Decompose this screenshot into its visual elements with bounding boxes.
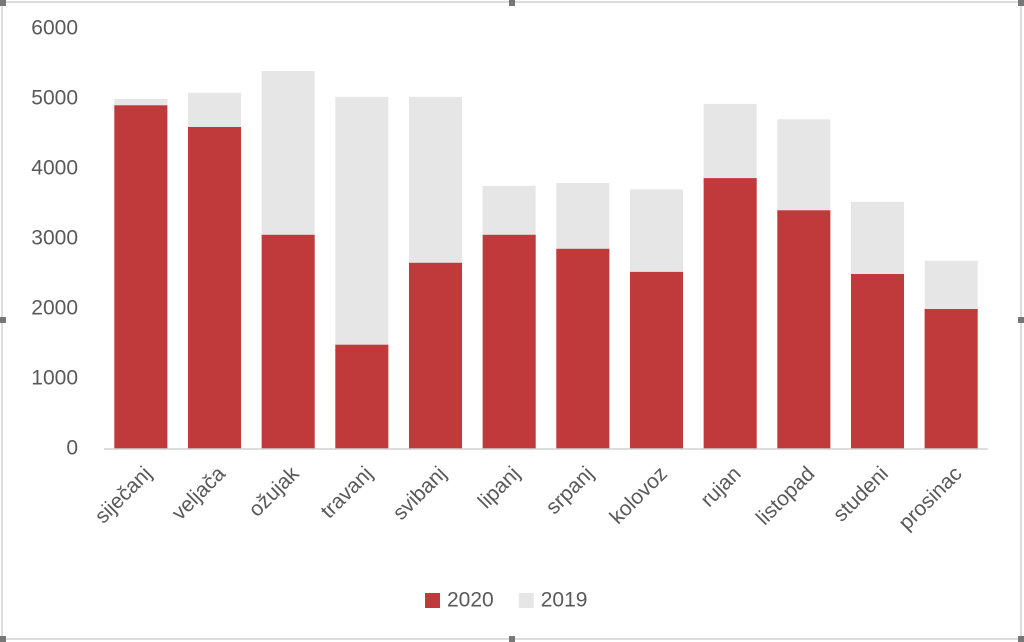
- frame-handle: [509, 0, 515, 6]
- y-tick-label: 3000: [31, 227, 78, 250]
- bar: [408, 262, 463, 449]
- legend-label: 2020: [447, 589, 494, 612]
- y-tick-label: 4000: [31, 157, 78, 180]
- y-tick-label: 5000: [31, 87, 78, 110]
- y-tick-label: 2000: [31, 297, 78, 320]
- frame-handle: [1018, 636, 1024, 642]
- bar: [482, 234, 536, 449]
- bar: [777, 210, 831, 449]
- frame-handle: [1018, 0, 1024, 6]
- frame-handle: [0, 317, 6, 323]
- frame-handle: [1018, 317, 1024, 323]
- bar: [556, 248, 610, 449]
- legend-label: 2019: [541, 589, 588, 612]
- bar: [703, 178, 757, 449]
- bar: [629, 271, 684, 449]
- bar: [261, 234, 315, 449]
- frame-handle: [0, 0, 6, 6]
- frame-handle: [509, 636, 515, 642]
- y-tick-label: 1000: [31, 367, 78, 390]
- y-tick-label: 0: [66, 437, 78, 460]
- legend-swatch: [518, 593, 534, 608]
- y-tick-label: 6000: [31, 17, 78, 40]
- bar: [850, 274, 905, 449]
- frame-handle: [0, 636, 6, 642]
- bar: [114, 105, 168, 450]
- bar: [335, 344, 389, 449]
- legend-swatch: [425, 593, 440, 608]
- bar: [187, 127, 242, 449]
- bar: [924, 309, 978, 449]
